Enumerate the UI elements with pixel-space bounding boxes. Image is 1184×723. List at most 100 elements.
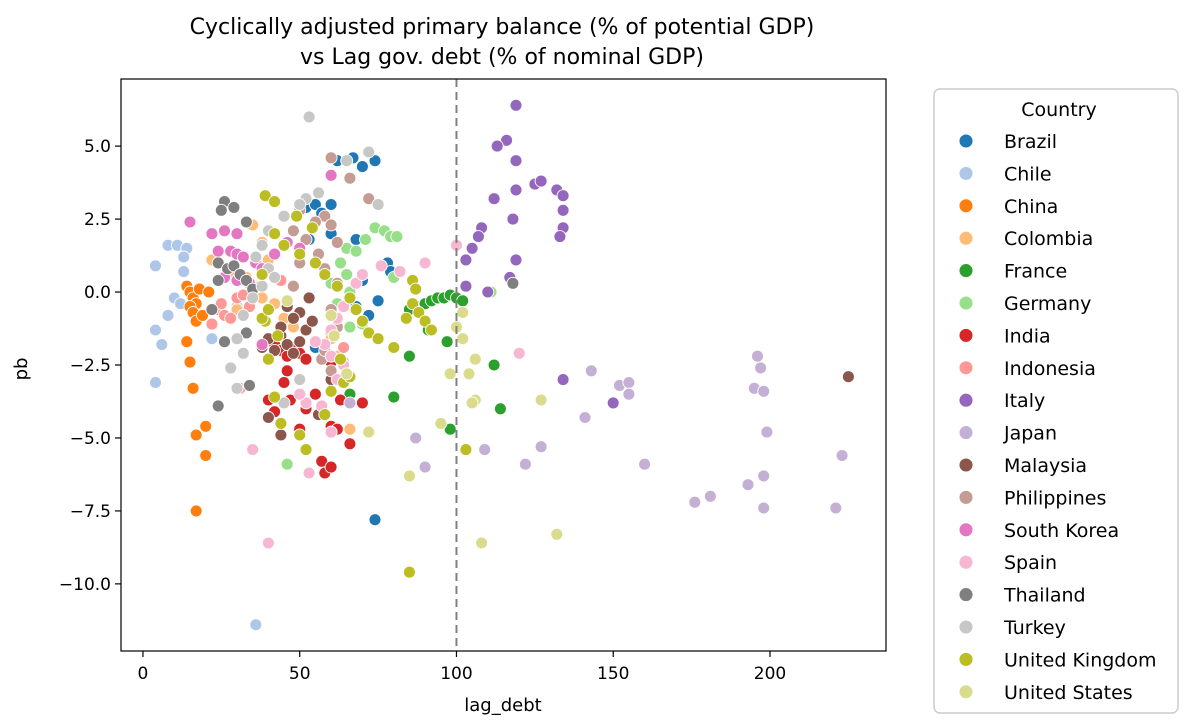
point-italy-12 (553, 230, 567, 244)
point-united-kingdom-0 (258, 189, 272, 203)
x-tick-label-150: 150 (597, 664, 629, 684)
legend-marker-united-kingdom (958, 651, 974, 667)
legend-marker-india (958, 327, 974, 343)
point-south-korea-13 (268, 247, 282, 261)
chart-title-line1: Cyclically adjusted primary balance (% o… (190, 15, 815, 40)
point-turkey-6 (293, 198, 307, 211)
point-turkey-4 (312, 186, 325, 200)
point-united-kingdom-11 (349, 303, 363, 317)
point-germany-4 (359, 233, 372, 246)
point-italy-1 (500, 133, 514, 147)
point-italy-0 (509, 98, 523, 112)
point-united-kingdom-8 (318, 268, 332, 281)
point-united-kingdom-4 (268, 227, 282, 241)
point-france-12 (387, 390, 401, 404)
point-malaysia-13 (261, 411, 275, 424)
point-italy-22 (556, 373, 570, 387)
point-south-korea-4 (211, 244, 225, 258)
legend-label-turkey: Turkey (1003, 617, 1066, 639)
point-united-states-11 (534, 393, 548, 407)
legend-marker-france (958, 263, 974, 279)
point-italy-15 (471, 230, 485, 244)
point-philippines-4 (318, 209, 332, 223)
point-malaysia-18 (302, 291, 316, 305)
point-indonesia-2 (224, 311, 238, 325)
legend-label-brazil: Brazil (1004, 131, 1057, 153)
point-japan-10 (703, 489, 717, 503)
point-japan-7 (478, 443, 492, 457)
point-thailand-4 (211, 256, 225, 270)
point-japan-3 (622, 387, 636, 401)
point-united-kingdom-21 (418, 314, 432, 328)
point-japan-2 (622, 376, 636, 389)
point-indonesia-3 (205, 317, 219, 331)
point-france-11 (402, 349, 416, 363)
point-thailand-8 (239, 273, 253, 287)
legend-marker-thailand (958, 587, 974, 603)
legend-frame (933, 88, 1179, 714)
point-china-16 (202, 285, 216, 299)
point-united-kingdom-1 (268, 195, 282, 209)
point-malaysia-4 (280, 338, 294, 352)
legend-title: Country (1021, 99, 1096, 121)
legend-marker-brazil (958, 133, 974, 149)
point-brazil-5 (308, 198, 322, 211)
point-italy-20 (481, 285, 495, 299)
legend-label-france: France (1004, 261, 1067, 283)
point-brazil-20 (368, 513, 382, 527)
point-thailand-2 (214, 203, 228, 217)
point-india-13 (315, 454, 329, 468)
point-turkey-12 (268, 270, 282, 284)
point-malaysia-5 (286, 346, 300, 360)
point-japan-22 (409, 431, 423, 445)
legend-marker-indonesia (958, 360, 974, 376)
point-united-kingdom-18 (409, 282, 423, 296)
point-germany-8 (340, 268, 354, 281)
point-italy-17 (459, 253, 473, 267)
point-united-kingdom-25 (274, 416, 288, 430)
point-chile-15 (205, 332, 219, 346)
point-japan-6 (518, 457, 532, 471)
point-philippines-8 (299, 233, 313, 246)
point-united-kingdom-27 (299, 443, 313, 457)
point-malaysia-8 (305, 314, 319, 328)
point-japan-21 (418, 460, 432, 474)
legend-marker-malaysia (958, 457, 974, 473)
point-united-kingdom-10 (343, 291, 357, 305)
point-spain-16 (374, 259, 388, 273)
legend-label-japan: Japan (1003, 423, 1057, 445)
point-malaysia-17 (841, 370, 855, 384)
point-france-8 (456, 294, 470, 308)
point-united-states-10 (550, 527, 564, 541)
point-colombia-12 (343, 422, 357, 436)
legend-label-south-korea: South Korea (1004, 520, 1119, 542)
point-japan-23 (343, 396, 357, 410)
point-united-states-16 (324, 308, 338, 322)
point-japan-20 (835, 449, 849, 462)
point-germany-16 (280, 457, 294, 471)
point-italy-13 (506, 212, 520, 226)
point-brazil-2 (355, 160, 369, 174)
point-spain-15 (355, 268, 369, 281)
point-turkey-2 (340, 154, 354, 168)
point-thailand-3 (239, 215, 253, 229)
point-united-states-5 (443, 367, 457, 381)
point-chile-10 (149, 323, 162, 337)
point-spain-20 (512, 346, 526, 360)
point-germany-7 (334, 256, 347, 270)
point-japan-12 (757, 501, 771, 515)
point-india-6 (280, 364, 294, 378)
points-layer (149, 98, 855, 632)
point-turkey-13 (255, 279, 269, 293)
point-united-kingdom-38 (334, 352, 347, 366)
y-tick-label-6: 5.0 (84, 137, 111, 157)
point-spain-21 (246, 443, 260, 457)
point-united-kingdom-28 (318, 408, 332, 422)
point-italy-23 (606, 396, 620, 410)
point-turkey-7 (277, 209, 291, 223)
point-thailand-1 (227, 200, 241, 214)
point-germany-15 (343, 320, 357, 334)
point-italy-7 (534, 174, 548, 188)
legend: Country Brazil Chile China Colombia France Ge… (933, 88, 1179, 714)
